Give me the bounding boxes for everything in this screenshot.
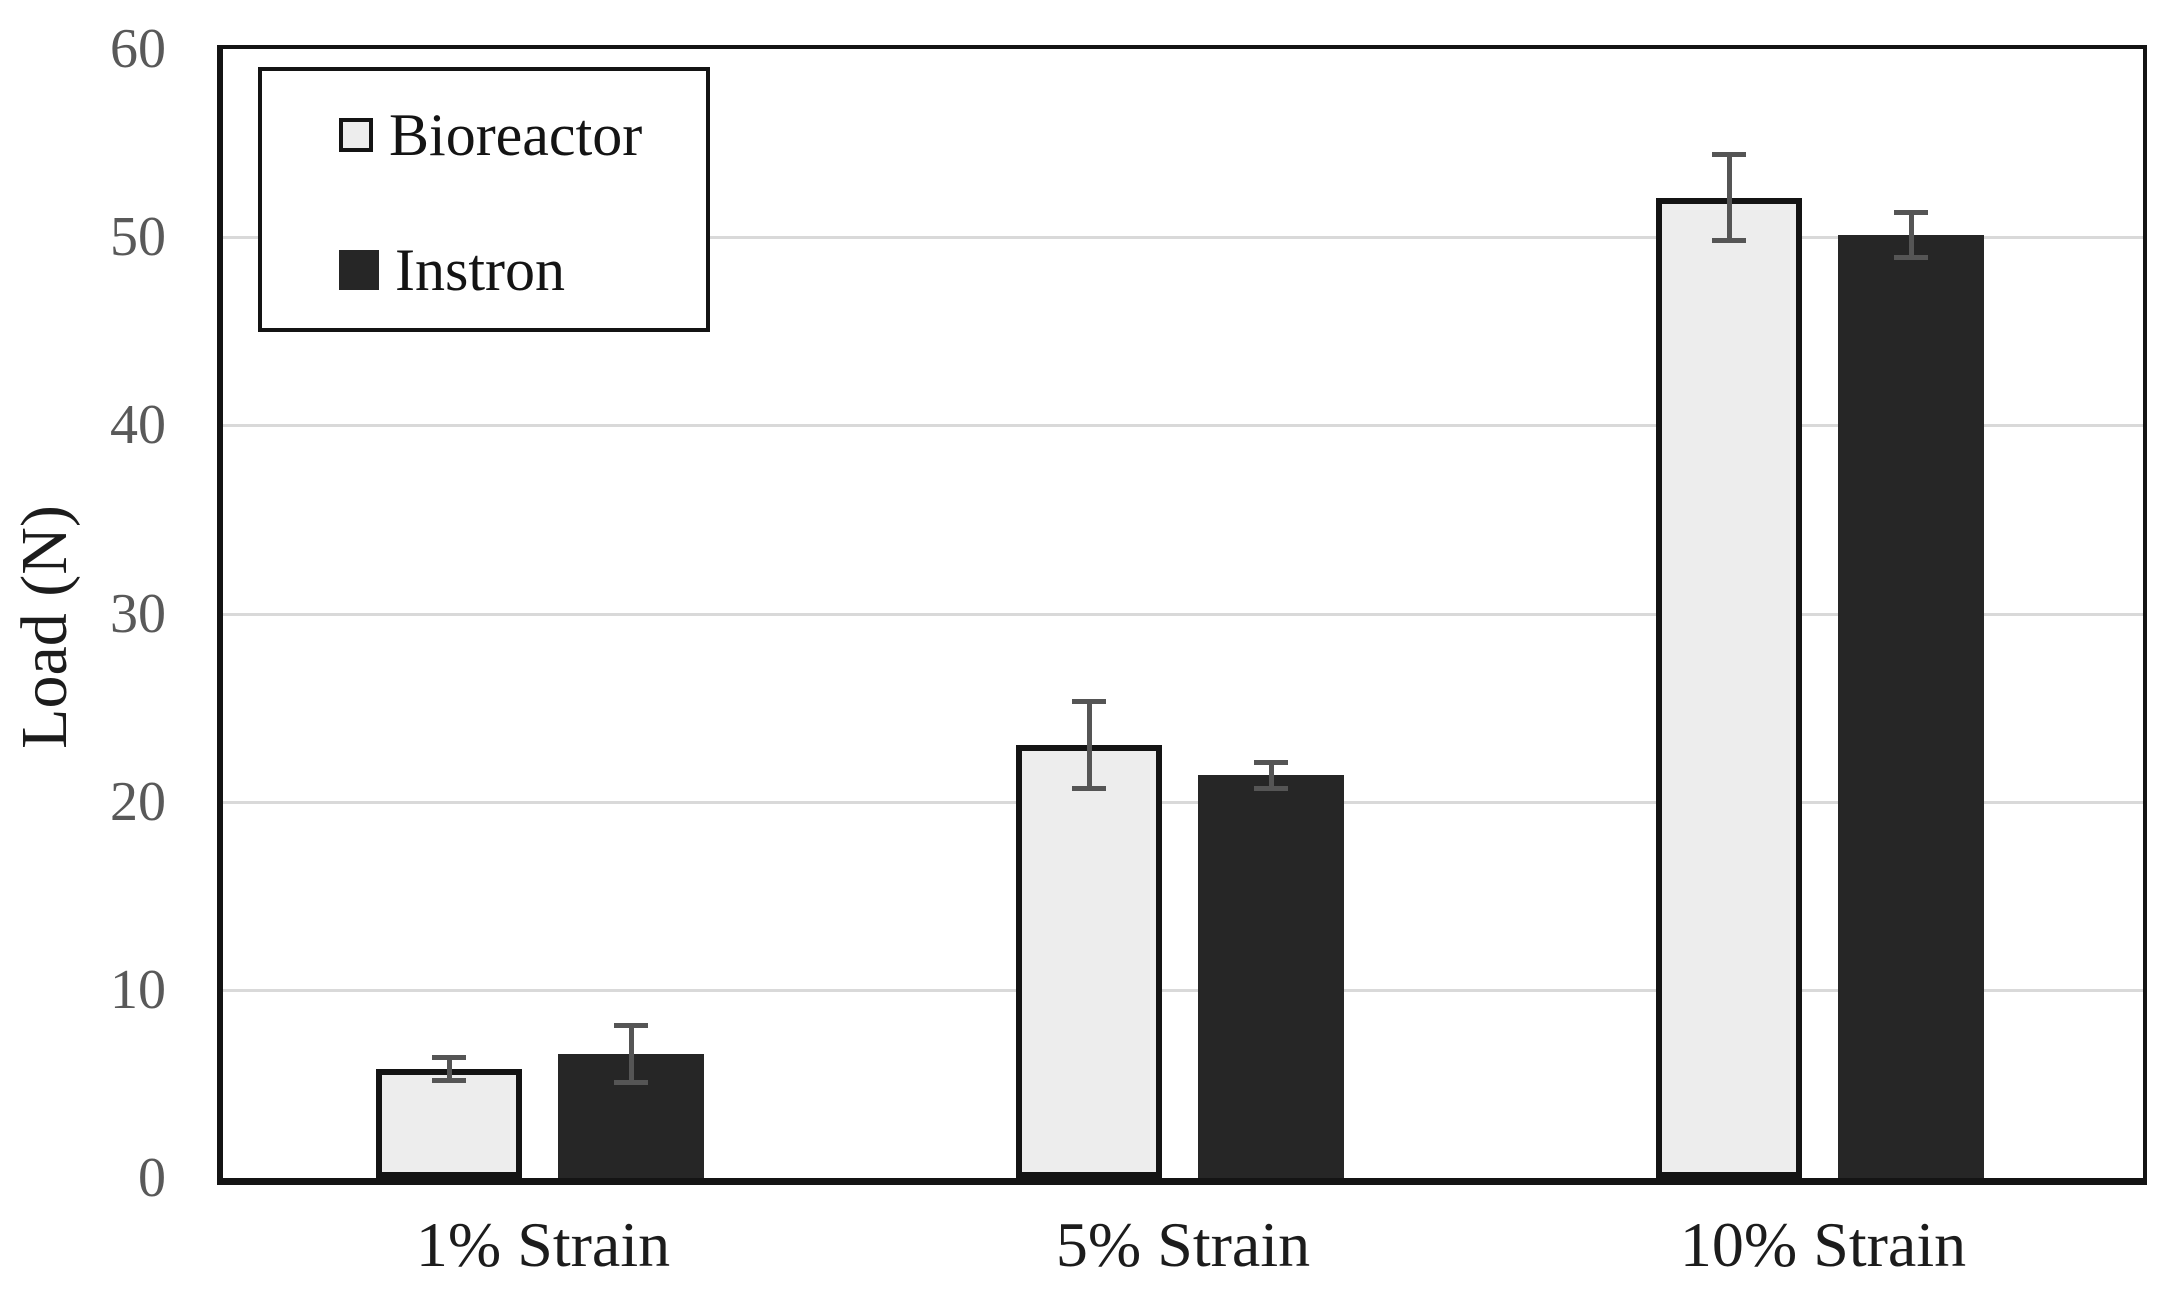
error-bar-cap-top [614,1023,648,1029]
gridline-50 [223,236,2143,240]
legend-entry-instron: Instron [339,237,565,303]
x-category-label-10-strain: 10% Strain [1679,1209,1967,1280]
y-tick-label-40: 40 [110,394,166,457]
error-bar-cap-top [1254,759,1288,765]
bar-instron-10-strain [1838,235,1984,1178]
error-bar-cap-bottom [1712,238,1746,244]
error-bar-instron-2 [1268,762,1274,789]
error-bar-cap-bottom [614,1079,648,1085]
legend-label-bioreactor: Bioreactor [389,101,643,168]
error-bar-cap-top [1712,151,1746,157]
legend-swatch-bioreactor [339,118,373,152]
legend-entry-bioreactor: Bioreactor [339,102,642,168]
error-bar-bioreactor-1 [446,1057,452,1081]
legend: Bioreactor Instron [258,67,710,332]
y-tick-label-30: 30 [110,582,166,645]
error-bar-instron-3 [1908,212,1914,258]
gridline-40 [223,424,2143,428]
error-bar-cap-bottom [1254,785,1288,791]
gridline-30 [223,612,2143,616]
y-tick-label-20: 20 [110,770,166,833]
error-bar-cap-bottom [1894,255,1928,261]
error-bar-cap-top [432,1055,466,1061]
legend-label-instron: Instron [395,236,565,303]
bar-bioreactor-1-strain [376,1068,522,1178]
error-bar-bioreactor-3 [1726,154,1732,241]
y-tick-label-60: 60 [110,18,166,80]
error-bar-cap-top [1072,699,1106,705]
x-category-label-1-strain: 1% Strain [415,1209,671,1280]
gridline-10 [223,988,2143,992]
error-bar-cap-top [1894,210,1928,216]
y-tick-label-50: 50 [110,206,166,269]
error-bar-bioreactor-2 [1086,701,1092,789]
y-tick-label-0: 0 [138,1147,166,1209]
gridline-20 [223,800,2143,804]
error-bar-instron-1 [628,1025,634,1083]
bar-instron-5-strain [1198,775,1344,1178]
legend-swatch-instron [339,250,379,290]
x-category-label-5-strain: 5% Strain [1055,1209,1311,1280]
plot-inner-area [223,49,2143,1178]
error-bar-cap-bottom [432,1077,466,1083]
y-tick-label-10: 10 [110,958,166,1021]
bar-bioreactor-10-strain [1656,197,1802,1178]
bar-bioreactor-5-strain [1016,745,1162,1178]
error-bar-cap-bottom [1072,785,1106,791]
